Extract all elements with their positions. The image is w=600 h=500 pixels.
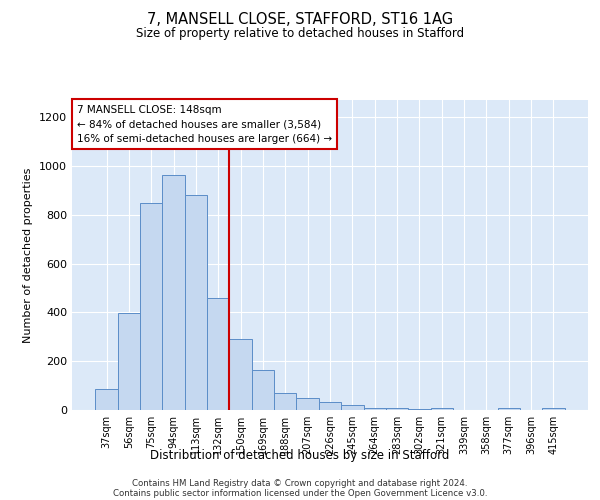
Text: 7, MANSELL CLOSE, STAFFORD, ST16 1AG: 7, MANSELL CLOSE, STAFFORD, ST16 1AG bbox=[147, 12, 453, 28]
Bar bbox=[497, 408, 520, 410]
Bar bbox=[408, 409, 431, 410]
Bar bbox=[118, 313, 140, 410]
Bar bbox=[163, 174, 185, 410]
Bar bbox=[140, 204, 163, 410]
Bar bbox=[386, 408, 408, 410]
Bar bbox=[341, 405, 364, 410]
Text: Size of property relative to detached houses in Stafford: Size of property relative to detached ho… bbox=[136, 28, 464, 40]
Text: Distribution of detached houses by size in Stafford: Distribution of detached houses by size … bbox=[151, 448, 449, 462]
Bar bbox=[274, 393, 296, 410]
Bar bbox=[229, 339, 252, 410]
Bar bbox=[364, 408, 386, 410]
Bar bbox=[252, 370, 274, 410]
Bar bbox=[431, 408, 453, 410]
Text: Contains HM Land Registry data © Crown copyright and database right 2024.: Contains HM Land Registry data © Crown c… bbox=[132, 480, 468, 488]
Bar bbox=[207, 298, 229, 410]
Bar bbox=[185, 195, 207, 410]
Bar bbox=[296, 398, 319, 410]
Text: 7 MANSELL CLOSE: 148sqm
← 84% of detached houses are smaller (3,584)
16% of semi: 7 MANSELL CLOSE: 148sqm ← 84% of detache… bbox=[77, 104, 332, 144]
Y-axis label: Number of detached properties: Number of detached properties bbox=[23, 168, 34, 342]
Bar bbox=[542, 408, 565, 410]
Bar bbox=[319, 402, 341, 410]
Bar bbox=[95, 388, 118, 410]
Text: Contains public sector information licensed under the Open Government Licence v3: Contains public sector information licen… bbox=[113, 490, 487, 498]
